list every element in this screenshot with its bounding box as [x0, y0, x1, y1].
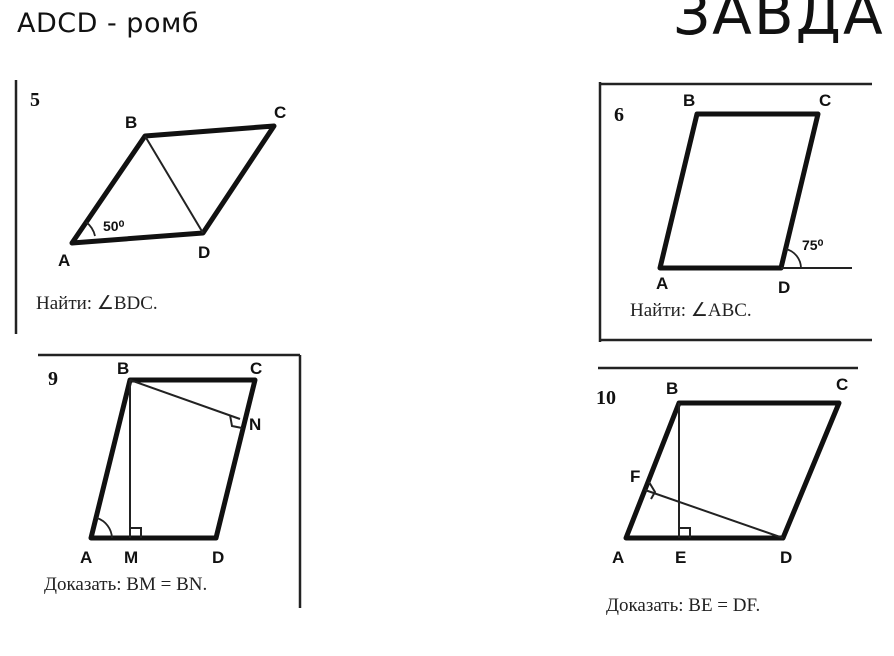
angle-label: 50⁰ [103, 218, 125, 234]
vertex-b-label: B [117, 359, 129, 378]
rhombus-abcd [88, 377, 258, 541]
right-angle-m [130, 527, 142, 538]
vertex-b-label: B [666, 379, 678, 398]
vertex-a-label: A [58, 251, 70, 270]
vertex-e-label: E [675, 548, 686, 567]
page-subtitle: ADCD - ромб [17, 8, 199, 39]
right-angle-n [229, 414, 243, 429]
page-title: ЗАВДА [673, 0, 885, 48]
vertex-b-label: B [683, 91, 695, 110]
angle-label: 75⁰ [802, 237, 824, 253]
problem-5-task: Найти: ∠BDC. [36, 293, 158, 314]
problem-10: 10 A B C D E F Доказать: BE = DF. [596, 366, 858, 616]
problem-6-number: 6 [614, 104, 624, 126]
height-df [644, 489, 784, 539]
height-bn [129, 379, 241, 420]
right-angle-f [648, 481, 657, 500]
problem-6-task: Найти: ∠ABC. [630, 300, 752, 321]
vertex-c-label: C [836, 375, 848, 394]
problem-5-number: 5 [30, 89, 40, 111]
rhombus-abcd [623, 400, 842, 541]
vertex-c-label: C [819, 91, 831, 110]
problem-9-task: Доказать: BM = BN. [44, 574, 207, 595]
vertex-d-label: D [198, 243, 210, 262]
vertex-c-label: C [250, 359, 262, 378]
vertex-a-label: A [80, 548, 92, 567]
angle-arc-a [96, 517, 113, 539]
vertex-f-label: F [630, 467, 640, 486]
angle-arc-d [785, 248, 802, 269]
vertex-a-label: A [656, 274, 668, 293]
angle-arc-a [85, 221, 96, 237]
vertex-n-label: N [249, 415, 261, 434]
problem-10-number: 10 [596, 387, 616, 409]
vertex-d-label: D [780, 548, 792, 567]
problem-6: 6 75⁰ A B C D Найти: ∠ABC. [598, 82, 872, 342]
problem-9-number: 9 [48, 368, 58, 390]
problem-10-task: Доказать: BE = DF. [606, 595, 760, 616]
problem-9: 9 A B C D M N Доказать: BM = BN. [38, 353, 302, 608]
vertex-a-label: A [612, 548, 624, 567]
problem-5: 5 50⁰ A B C D Найти: ∠BDC. [14, 80, 286, 334]
right-angle-e [679, 527, 691, 538]
vertex-c-label: C [274, 103, 286, 122]
rhombus-abcd [69, 123, 277, 246]
vertex-d-label: D [212, 548, 224, 567]
vertex-d-label: D [778, 278, 790, 297]
vertex-m-label: M [124, 548, 138, 567]
rhombus-abcd [657, 111, 821, 271]
vertex-b-label: B [125, 113, 137, 132]
diagonal-bd [144, 135, 204, 234]
